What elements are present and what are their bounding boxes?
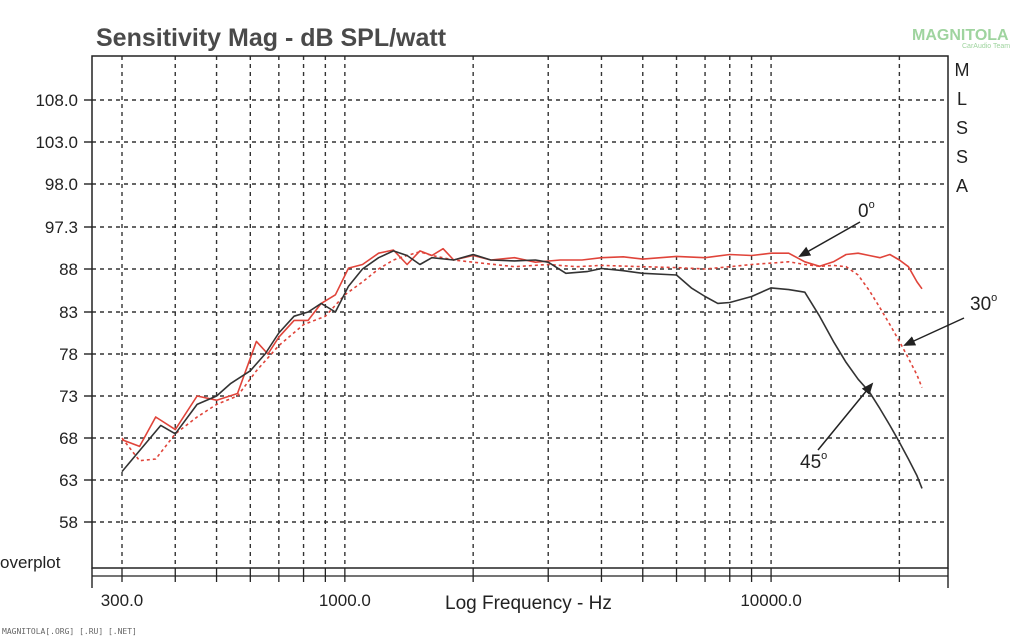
y-tick-label: 88: [59, 260, 78, 279]
chart-title: Sensitivity Mag - dB SPL/watt: [96, 24, 447, 52]
y-tick-label: 83: [59, 303, 78, 322]
series-layer: [121, 247, 923, 489]
annotation-arrow: [903, 317, 965, 346]
annotation-degree: o: [991, 292, 997, 304]
plot-frame: [91, 55, 949, 588]
y-tick-label: 98.0: [45, 175, 78, 194]
grid: [92, 56, 948, 568]
y-tick-label: 63: [59, 471, 78, 490]
y-tick-label: 103.0: [35, 133, 78, 152]
annotation-label: 30o: [970, 292, 997, 315]
x-tick-label: 10000.0: [740, 591, 801, 610]
annotation-degree: o: [821, 450, 827, 462]
side-letter: S: [956, 147, 968, 167]
y-tick-label: 73: [59, 387, 78, 406]
overplot-label: overplot: [0, 553, 61, 572]
x-axis-ticks: 300.0 1000.0 10000.0: [101, 568, 901, 610]
side-letter: L: [957, 89, 967, 109]
series-line: [121, 251, 923, 462]
y-tick-label: 68: [59, 429, 78, 448]
annotation-arrow: [817, 382, 874, 451]
footer-text: MAGNITOLA[.ORG] [.RU] [.NET]: [2, 627, 137, 636]
x-tick-label: 1000.0: [319, 591, 371, 610]
side-letter: M: [955, 60, 970, 80]
side-letter: A: [956, 176, 968, 196]
y-axis-ticks: 108.0 103.0 98.0 97.3 88 83 78 73 68 63 58: [35, 91, 92, 532]
series-line: [121, 250, 923, 489]
x-tick-label: 300.0: [101, 591, 144, 610]
watermark-brand: MAGNITOLA: [912, 27, 1009, 44]
annotation-degree: o: [869, 199, 875, 211]
y-tick-label: 78: [59, 345, 78, 364]
series-line: [121, 247, 923, 448]
watermark-sub: CarAudio Team: [962, 43, 1010, 50]
y-tick-label: 58: [59, 513, 78, 532]
watermark: MAGNITOLA CarAudio Team: [912, 27, 1010, 50]
annotation-label: 45o: [800, 450, 827, 473]
y-tick-label: 108.0: [35, 91, 78, 110]
annotation-arrow: [798, 221, 861, 257]
y-tick-label: 97.3: [45, 218, 78, 237]
side-letter: S: [956, 118, 968, 138]
annotation-label: 0o: [858, 199, 875, 222]
x-axis-label: Log Frequency - Hz: [445, 593, 612, 614]
